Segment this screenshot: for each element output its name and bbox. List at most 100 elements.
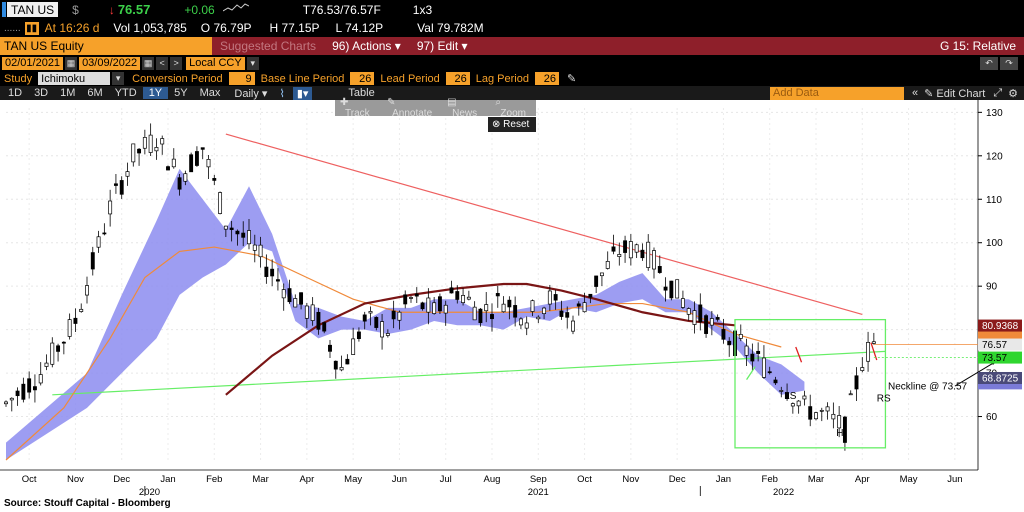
security-field[interactable]: TAN US Equity [0,37,212,55]
candle-body [125,171,130,177]
period-bar: 1D 3D 1M 6M YTD 1Y 5Y Max Daily ▾ ⌇ ▮▾ Table Ad… [0,86,1024,100]
dropdown-icon[interactable]: ▾ [246,56,259,70]
actions-menu[interactable]: 96) Actions ▾ [324,39,409,53]
candle-body [611,246,616,252]
x-month-label: Dec [113,474,130,485]
candle-body [264,266,269,277]
candle-body [322,322,327,332]
candle-body [9,397,14,401]
lead-field[interactable]: 26 [445,72,470,85]
zoom-button[interactable]: ⌕ Zoom [490,97,536,119]
period-tab-1y[interactable]: 1Y [142,87,169,99]
x-year-label: 2022 [773,487,794,498]
undo-icon[interactable]: ↶ [980,56,998,70]
candle-body [588,293,593,298]
line-chart-icon[interactable]: ⌇ [279,87,285,100]
candle-body [171,158,176,168]
label-rs: RS [877,393,891,404]
lag-field[interactable]: 26 [534,72,559,85]
reset-icon: ⊗ [492,119,501,130]
edit-chart-button[interactable]: ✎ Edit Chart [924,87,986,100]
candle-body [547,290,552,305]
candle-body [102,232,107,235]
x-month-label: Mar [252,474,268,485]
candle-body [437,296,442,312]
track-button[interactable]: ✚ Track [335,97,382,119]
candle-body [628,241,633,259]
candle-body [96,236,101,248]
calendar-icon[interactable]: ▦ [65,56,78,70]
price-tag-label: 76.57 [982,340,1007,351]
period-tab-3d[interactable]: 3D [34,87,49,99]
candle-body [513,305,518,318]
study-select[interactable]: Ichimoku [38,72,111,85]
candle-body [200,147,205,150]
candle-body [194,151,199,166]
period-tab-1m[interactable]: 1M [60,87,76,99]
quote-header: TAN US $ ↓ 76.57 +0.06 T76.53/76.57F 1x3 [0,0,1024,19]
candle-body [559,310,564,317]
currency-field[interactable]: Local CCY [186,56,245,70]
candle-body [339,366,344,371]
next-icon[interactable]: > [170,56,183,70]
neckline-arrow [954,359,999,387]
x-month-label: Feb [762,474,778,485]
red-arrow-ls [795,346,803,363]
currency-symbol: $ [72,2,79,17]
add-data-field[interactable]: Add Data [769,86,904,100]
period-tab-6m[interactable]: 6M [87,87,103,99]
period-tab-ytd[interactable]: YTD [114,87,137,99]
candle-body [223,225,228,230]
baseline-label: Base Line Period [260,72,345,85]
collapse-icon[interactable]: « [911,87,919,99]
y-tick-label: 120 [986,151,1003,162]
redo-icon[interactable]: ↷ [1000,56,1018,70]
period-tab-max[interactable]: Max [199,87,221,99]
annotate-button[interactable]: ✎ Annotate [382,97,442,119]
cloud-area [6,168,805,460]
table-button[interactable]: Table [348,87,375,99]
candle-body [721,329,726,340]
candle-body [704,315,709,334]
reset-button[interactable]: ⊗ Reset [488,117,536,132]
candle-body [698,304,703,323]
candle-icon[interactable]: ▮▾ [292,86,313,100]
candle-body [790,403,795,407]
start-date-field[interactable]: 02/01/2021 [2,56,64,70]
candle-body [148,134,153,153]
candle-body [582,302,587,313]
ticker-box[interactable]: TAN US [7,2,59,17]
volume: Vol 1,053,785 [113,21,187,35]
candle-body [449,287,454,294]
end-date-field[interactable]: 03/09/2022 [79,56,141,70]
source-caption: Source: Stouff Capital - Bloomberg [4,498,171,509]
expand-icon[interactable]: ⤢ [993,86,1003,99]
interval-select[interactable]: Daily ▾ [234,87,268,100]
candle-body [750,353,755,362]
candle-body [368,311,373,314]
candle-body [617,254,622,257]
suggested-charts-button[interactable]: Suggested Charts [220,39,317,53]
candle-body [530,300,535,312]
period-tab-1d[interactable]: 1D [8,87,23,99]
date-bar: 02/01/2021 ▦ 03/09/2022 ▦ < > Local CCY … [0,55,1024,71]
settings-icon[interactable]: ⚙ [1008,87,1018,100]
calendar-icon[interactable]: ▦ [142,56,155,70]
annotate-label: Annotate [392,108,433,119]
baseline-field[interactable]: 26 [350,72,375,85]
ticker-marker [2,2,6,17]
prev-icon[interactable]: < [156,56,169,70]
dropdown-icon[interactable]: ▾ [112,72,125,85]
conversion-field[interactable]: 9 [228,72,255,85]
period-tabs: 1D 3D 1M 6M YTD 1Y 5Y Max [2,87,226,99]
period-tab-5y[interactable]: 5Y [174,87,188,99]
candle-body [761,357,766,378]
study-label: Study [4,72,33,85]
edit-menu[interactable]: 97) Edit ▾ [409,39,476,53]
pencil-icon[interactable]: ✎ [566,73,577,85]
candle-body [472,306,477,321]
news-button[interactable]: ▤ News [442,97,490,119]
candle-body [258,244,263,258]
candle-body [785,392,790,399]
